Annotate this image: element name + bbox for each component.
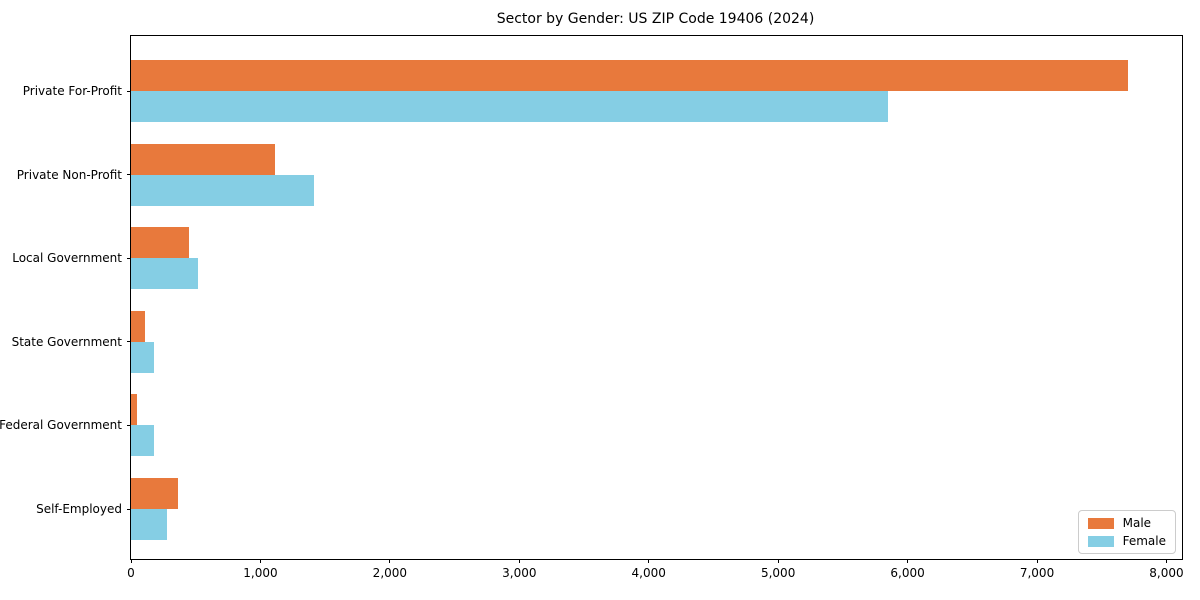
x-tick-label: 8,000 bbox=[1149, 566, 1184, 580]
y-tick-label: Local Government bbox=[12, 251, 122, 266]
legend: Male Female bbox=[1077, 510, 1176, 554]
y-tick-mark bbox=[127, 424, 131, 426]
y-tick-label: Federal Government bbox=[0, 418, 122, 433]
y-tick-mark bbox=[127, 174, 131, 176]
x-tick-mark bbox=[648, 559, 650, 563]
y-tick-label: State Government bbox=[11, 334, 122, 349]
bar-male-private-for-profit bbox=[131, 60, 1128, 91]
y-tick-label: Private For-Profit bbox=[22, 84, 122, 98]
x-tick-mark bbox=[389, 559, 391, 563]
x-tick-mark bbox=[518, 559, 520, 563]
bar-male-self-employed bbox=[131, 478, 179, 509]
x-tick-label: 5,000 bbox=[760, 566, 796, 580]
y-tick-mark bbox=[127, 508, 131, 510]
bar-female-self-employed bbox=[131, 509, 167, 540]
bar-male-local-government bbox=[131, 227, 190, 259]
x-tick-label: 6,000 bbox=[890, 566, 925, 580]
y-tick-mark bbox=[127, 257, 131, 259]
legend-entry-female: Female bbox=[1087, 534, 1166, 548]
y-tick-label: Private Non-Profit bbox=[16, 167, 122, 182]
bar-female-local-government bbox=[131, 258, 199, 290]
y-tick-mark bbox=[127, 341, 131, 343]
x-tick-mark bbox=[1165, 559, 1167, 563]
x-tick-label: 3,000 bbox=[502, 566, 537, 580]
legend-label-female: Female bbox=[1122, 534, 1166, 548]
y-tick-label: Self-Employed bbox=[36, 502, 122, 516]
x-tick-mark bbox=[777, 559, 779, 563]
y-tick-mark bbox=[127, 90, 131, 92]
x-tick-label: 4,000 bbox=[631, 566, 666, 580]
legend-label-male: Male bbox=[1122, 516, 1152, 530]
bar-male-federal-government bbox=[131, 394, 137, 426]
x-tick-mark bbox=[907, 559, 909, 563]
bar-female-state-government bbox=[131, 341, 155, 373]
legend-swatch-female bbox=[1087, 535, 1114, 547]
x-tick-mark bbox=[259, 559, 261, 563]
legend-swatch-male bbox=[1087, 517, 1114, 529]
x-tick-label: 1,000 bbox=[243, 566, 278, 580]
bar-female-private-for-profit bbox=[131, 91, 889, 122]
plot-area: 0 1,000 2,000 3,000 4,000 5,000 6,000 7,000 8,00… bbox=[0, 35, 1184, 580]
x-tick-mark bbox=[1036, 559, 1038, 563]
legend-entry-male: Male bbox=[1087, 516, 1166, 530]
bar-female-private-non-profit bbox=[131, 174, 314, 206]
x-tick-label: 2,000 bbox=[372, 566, 408, 580]
x-tick-label: 0 bbox=[127, 566, 135, 580]
bar-male-state-government bbox=[131, 310, 146, 342]
x-tick-label: 7,000 bbox=[1019, 566, 1055, 580]
bar-male-private-non-profit bbox=[131, 143, 275, 175]
chart-title: Sector by Gender: US ZIP Code 19406 (202… bbox=[496, 11, 815, 27]
x-tick-mark bbox=[130, 559, 132, 563]
bar-female-federal-government bbox=[131, 425, 155, 457]
